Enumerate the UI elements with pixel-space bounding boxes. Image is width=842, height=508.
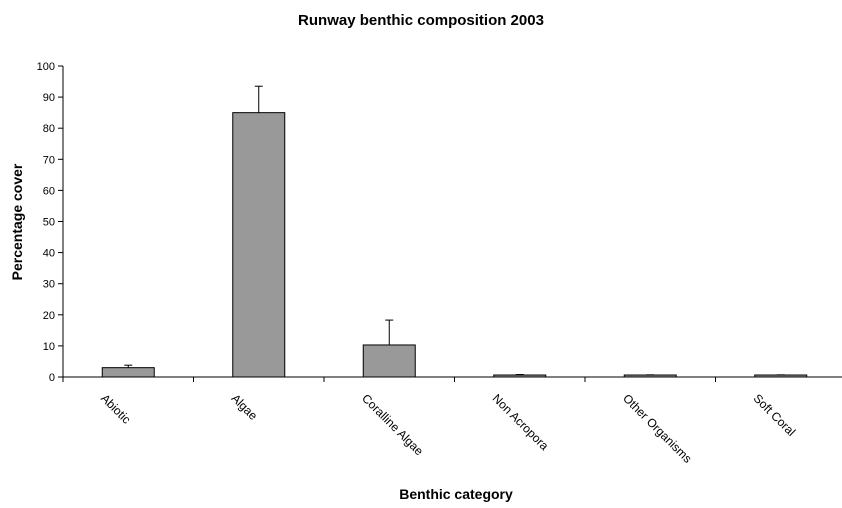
category-label: Algae [229, 391, 261, 423]
y-tick-label: 90 [43, 92, 55, 104]
category-labels: Abiotic Algae Coralline Algae Non Acropora O… [98, 391, 798, 466]
y-tick-label: 0 [49, 372, 55, 384]
bar-abiotic [101, 367, 155, 378]
y-tick-label: 80 [43, 123, 55, 135]
category-label: Abiotic [98, 391, 133, 426]
y-tick-label: 30 [43, 279, 55, 291]
bars-group [101, 112, 808, 378]
y-tick-label: 100 [37, 61, 55, 73]
error-bars-group [124, 85, 785, 376]
y-axis-label: Percentage cover [9, 163, 25, 280]
category-label: Soft Coral [751, 391, 799, 439]
y-tick-label: 20 [43, 310, 55, 322]
y-tick-label: 10 [43, 341, 55, 353]
bar-coralline-algae [362, 344, 416, 378]
y-axis: 0 10 20 30 40 50 60 70 80 90 100 [37, 61, 64, 384]
bar-non-acropora [493, 374, 547, 378]
y-tick-label: 70 [43, 154, 55, 166]
chart-title: Runway benthic composition 2003 [298, 12, 544, 29]
category-label: Coralline Algae [359, 391, 426, 458]
y-tick-label: 40 [43, 248, 55, 260]
category-label: Non Acropora [490, 391, 552, 453]
category-label: Other Organisms [620, 391, 695, 466]
x-axis [62, 376, 842, 382]
x-axis-label: Benthic category [399, 486, 513, 502]
y-tick-label: 50 [43, 217, 55, 229]
y-tick-label: 60 [43, 185, 55, 197]
bar-algae [232, 112, 286, 378]
